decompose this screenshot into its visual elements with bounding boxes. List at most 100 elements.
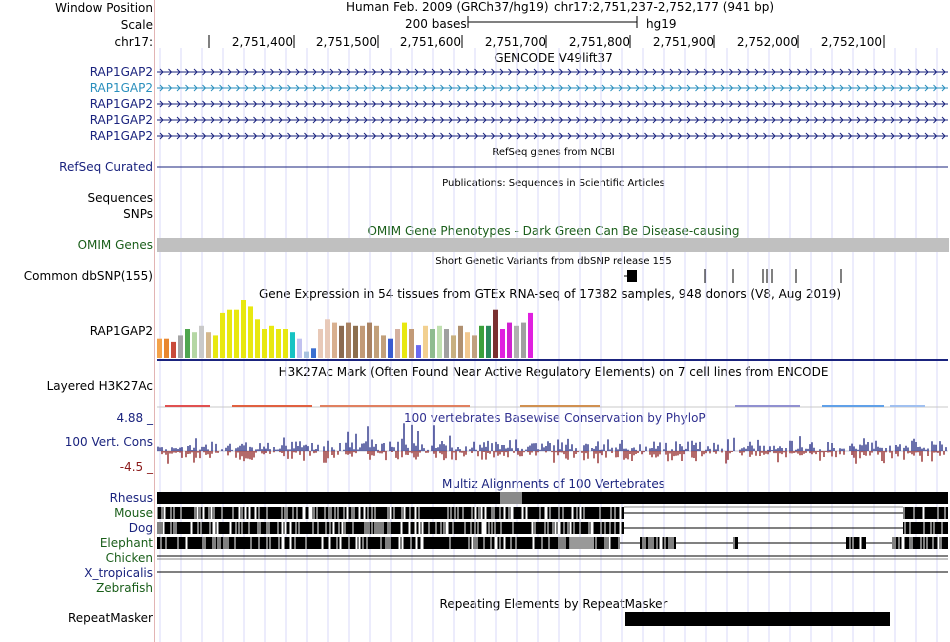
refseq-track-title: RefSeq genes from NCBI [492,147,615,158]
gencode-gene-label[interactable]: RAP1GAP2 [89,97,153,111]
gtex-track-label[interactable]: RAP1GAP2 [89,324,153,338]
species-label-elephant[interactable]: Elephant [99,536,153,550]
species-label-x-tropicalis[interactable]: X_tropicalis [84,566,153,580]
gtex-tissue-bar [241,300,246,358]
encode-track-label[interactable]: Layered H3K27Ac [46,379,153,393]
gtex-tissue-bar [444,329,449,358]
gtex-tissue-bar [227,309,232,358]
gtex-track-title: Gene Expression in 54 tissues from GTEx … [258,287,842,301]
repeatmasker-track-label[interactable]: RepeatMasker [67,611,153,625]
omim-track-label[interactable]: OMIM Genes [77,238,153,252]
position-readout: chr17:2,751,237-2,752,177 (941 bp) [554,0,775,14]
gtex-tissue-bar [297,338,302,358]
strand-chevrons [159,116,946,124]
gtex-tissue-bar [374,325,379,358]
dbsnp-track-label[interactable]: Common dbSNP(155) [23,269,153,283]
gtex-tissue-bar [346,322,351,358]
gtex-tissue-bar [437,325,442,358]
phylop-track-title: 100 vertebrates Basewise Conservation by… [404,411,706,425]
gtex-tissue-bar [262,329,267,358]
phylop-negative-bars [161,451,945,464]
phylop-ymax-label: 4.88 _ [116,411,153,425]
encode-track-title: H3K27Ac Mark (Often Found Near Active Re… [278,365,829,379]
gtex-tissue-bar [283,329,288,358]
elephant-alignment-block-gaps [642,537,674,549]
ruler-tick-label: 2,751,400 [231,35,293,49]
gtex-tissue-bar [409,329,414,358]
strand-chevrons [159,84,946,92]
gtex-tissue-bar [479,325,484,358]
gtex-tissue-bar [367,322,372,358]
gtex-tissue-bar [157,338,162,358]
assembly-title: Human Feb. 2009 (GRCh37/hg19) [346,0,549,14]
refseq-track-label[interactable]: RefSeq Curated [59,160,153,174]
elephant-alignment-block-gaps [892,537,942,549]
gtex-tissue-bar [472,335,477,358]
mouse-alignment-end-gaps [903,507,946,519]
gtex-tissue-bar [339,325,344,358]
gtex-tissue-bar [521,322,526,358]
gtex-tissue-bar [164,338,169,358]
gencode-gene-label[interactable]: RAP1GAP2 [89,81,153,95]
gtex-tissue-bar [416,345,421,358]
species-label-rhesus[interactable]: Rhesus [109,491,153,505]
gtex-tissue-bar [213,335,218,358]
gtex-tissue-bar [178,335,183,358]
gtex-tissue-bar [192,332,197,358]
gtex-tissue-bar [318,329,323,358]
gtex-tissue-bar [514,325,519,358]
publications-sequences-label[interactable]: Sequences [87,191,153,205]
rhesus-alignment-gap [500,492,522,504]
gtex-tissue-bar [486,325,491,358]
elephant-alignment-block-block [733,537,738,549]
label-separator [154,0,155,642]
gtex-tissue-bar [220,312,225,358]
phylop-track-label[interactable]: 100 Vert. Cons [64,435,153,449]
strand-chevrons [159,68,946,76]
gtex-tissue-bar [465,332,470,358]
elephant-alignment-block-block [892,537,948,549]
species-label-mouse[interactable]: Mouse [114,506,153,520]
chrom-label: chr17: [114,35,153,49]
rhesus-alignment [157,492,948,504]
omim-track-title: OMIM Gene Phenotypes - Dark Green Can Be… [367,224,740,238]
species-label-dog[interactable]: Dog [128,521,153,535]
gtex-tissue-bar [360,325,365,358]
ruler-tick-label: 2,752,100 [820,35,882,49]
gtex-tissue-bar [451,335,456,358]
dog-alignment-end-block [903,522,948,534]
gencode-gene-label[interactable]: RAP1GAP2 [89,113,153,127]
db-label: hg19 [646,17,677,31]
gtex-tissue-bar [199,325,204,358]
publications-snps-label[interactable]: SNPs [123,207,153,221]
gtex-tissue-bar [290,332,295,358]
omim-gene-bar [157,238,949,252]
ruler-tick-label: 2,751,900 [652,35,714,49]
species-label-zebrafish[interactable]: Zebrafish [96,581,153,595]
gencode-gene-label[interactable]: RAP1GAP2 [89,65,153,79]
elephant-alignment-block-gaps [849,537,862,549]
species-label-chicken[interactable]: Chicken [105,551,153,565]
gtex-tissue-bar [388,338,393,358]
phylop-positive-bars [157,423,947,451]
repeat-element [625,612,890,626]
gtex-tissue-bar [206,332,211,358]
gtex-tissue-bar [255,319,260,358]
gtex-tissue-bar [234,309,239,358]
gtex-tissue-bar [381,335,386,358]
publications-track-title: Publications: Sequences in Scientific Ar… [442,178,665,189]
gtex-tissue-bar [185,329,190,358]
gtex-tissue-bar [171,341,176,358]
mouse-alignment-gaps [156,507,622,519]
gencode-track-title: GENCODE V49lift37 [494,51,613,65]
ruler-tick-label: 2,751,800 [568,35,630,49]
gtex-tissue-bar [353,325,358,358]
elephant-low-identity [570,537,594,549]
dog-alignment-gaps [156,522,622,534]
window-position-label: Window Position [55,1,153,15]
gtex-tissue-bar [325,319,330,358]
ruler-tick-label: 2,751,500 [315,35,377,49]
gencode-gene-label[interactable]: RAP1GAP2 [89,129,153,143]
